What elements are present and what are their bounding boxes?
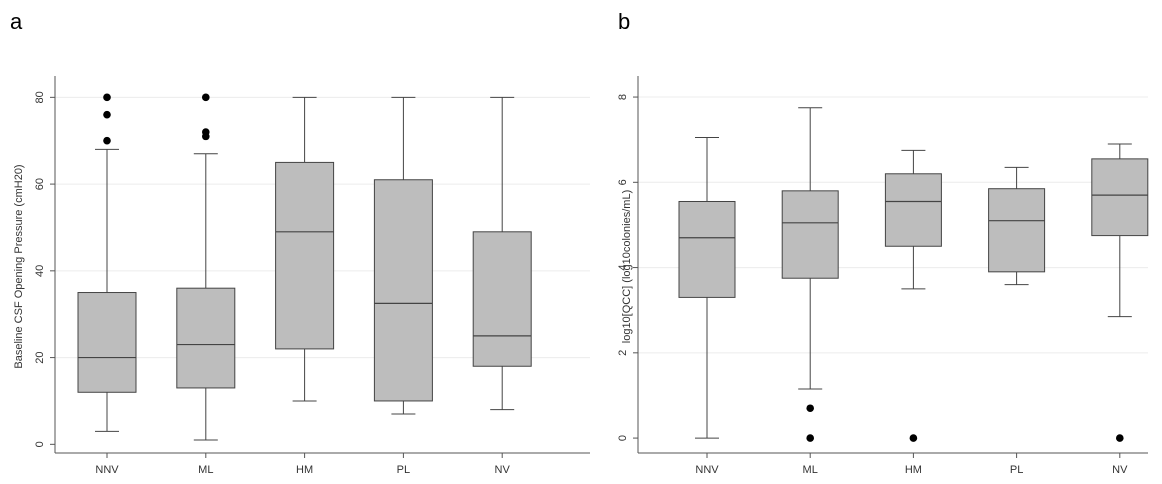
x-tick-label-a-nv: NV <box>495 464 511 476</box>
y-tick-label-a-80: 80 <box>34 91 46 103</box>
outlier-point-a-nnv-0 <box>103 136 111 145</box>
y-tick-label-a-40: 40 <box>34 265 46 277</box>
box-a-hm <box>275 161 335 350</box>
y-tick-label-b-0: 0 <box>617 435 629 441</box>
box-b-nv <box>1091 158 1149 237</box>
x-tick-label-a-nnv: NNV <box>95 464 119 476</box>
x-tick-label-b-pl: PL <box>1010 464 1023 476</box>
x-tick-label-a-hm: HM <box>296 464 313 476</box>
outlier-point-a-ml-1 <box>202 128 210 136</box>
x-tick-label-b-hm: HM <box>905 464 922 476</box>
box-a-ml <box>176 287 236 389</box>
y-tick-label-b-4: 4 <box>617 265 629 271</box>
y-tick-label-b-2: 2 <box>617 350 629 356</box>
outlier-point-a-nnv-2 <box>103 93 111 102</box>
outlier-point-b-ml-1 <box>806 404 814 413</box>
y-tick-label-a-20: 20 <box>34 351 46 363</box>
y-axis-title-a: Baseline CSF Opening Pressure (cmH20) <box>13 164 25 368</box>
y-tick-label-b-6: 6 <box>617 179 629 185</box>
y-axis-title-b: log10[QCC] (log10colonies/mL) <box>621 190 633 343</box>
box-b-nnv <box>678 200 736 298</box>
x-tick-label-b-ml: ML <box>803 464 818 476</box>
outlier-point-b-ml-0 <box>806 434 814 442</box>
box-a-nnv <box>77 292 137 393</box>
outlier-point-a-nnv-1 <box>103 110 111 119</box>
x-tick-label-a-pl: PL <box>397 464 410 476</box>
box-a-nv <box>472 231 532 367</box>
y-tick-label-a-60: 60 <box>34 178 46 190</box>
chart-panel-a: 0 20 40 60 80 Baseline CSF Opening Pressure (… <box>13 76 590 476</box>
y-tick-label-a-0: 0 <box>34 441 46 447</box>
outlier-point-a-ml-2 <box>202 93 210 102</box>
box-b-pl <box>988 188 1046 273</box>
outlier-point-b-nv-0 <box>1116 434 1124 442</box>
panel-letter-b: b <box>618 9 630 34</box>
box-a-pl <box>373 179 433 402</box>
outlier-point-b-hm-0 <box>909 434 918 442</box>
panel-letter-a: a <box>10 9 23 34</box>
box-b-hm <box>884 173 942 247</box>
y-tick-label-b-8: 8 <box>617 94 629 100</box>
x-tick-label-b-nnv: NNV <box>695 464 719 476</box>
chart-panel-b: 0 2 4 6 8 log10[QCC] (log10colonies/mL) NNV ML H… <box>617 76 1149 476</box>
x-tick-label-a-ml: ML <box>198 464 213 476</box>
x-tick-label-b-nv: NV <box>1112 464 1128 476</box>
box-b-ml <box>781 190 839 279</box>
